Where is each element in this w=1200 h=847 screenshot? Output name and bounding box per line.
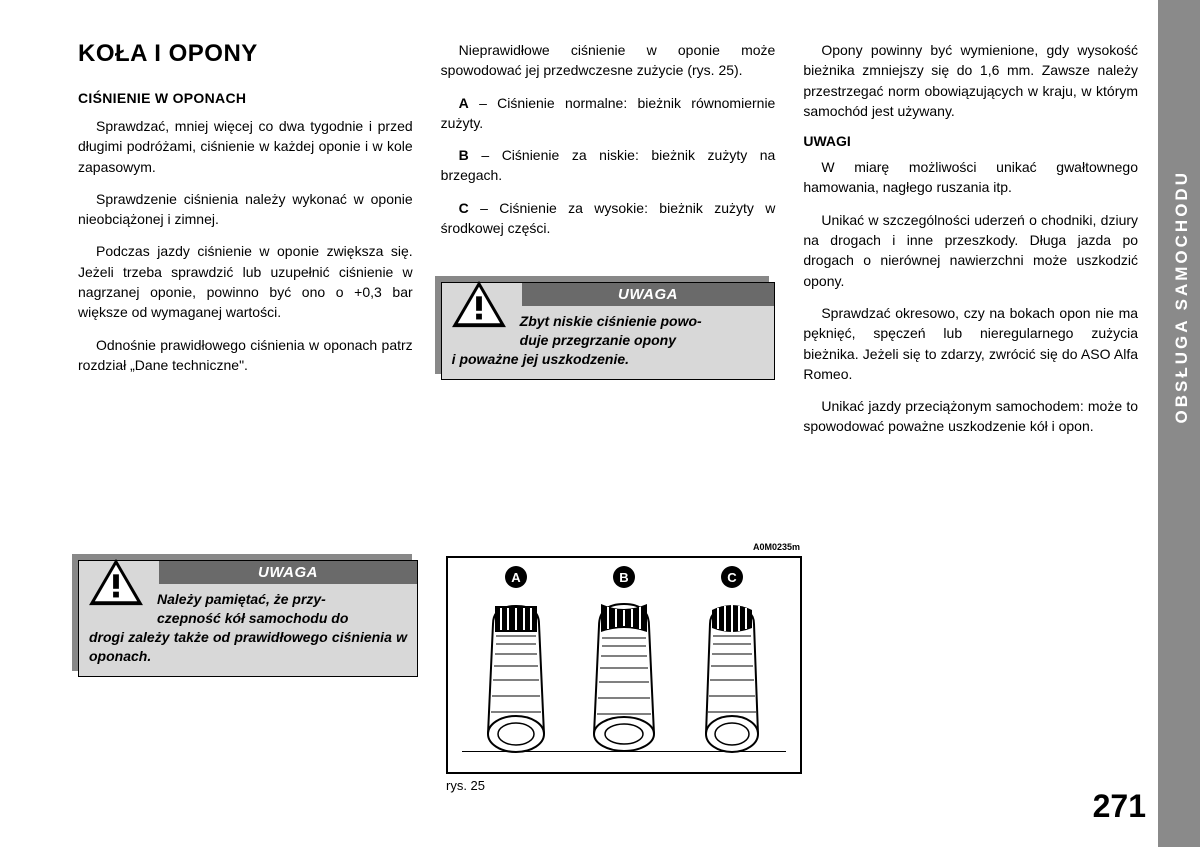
subheading: UWAGI [803, 133, 1138, 149]
body-text: B – Ciśnienie za niskie: bieżnik zużyty … [441, 145, 776, 186]
body-text: Unikać jazdy przeciążonym samochodem: mo… [803, 396, 1138, 437]
tire-c: C [697, 566, 767, 754]
body-text: Sprawdzenie ciśnienia należy wykonać w o… [78, 189, 413, 230]
body-text: Opony powinny być wymienione, gdy wysoko… [803, 40, 1138, 121]
warning-inner: UWAGA Zbyt niskie ciśnienie powo- duje p… [441, 282, 776, 380]
column-3: Opony powinny być wymienione, gdy wysoko… [803, 40, 1138, 449]
tire-b: B [589, 566, 659, 754]
body-text: Podczas jazdy ciśnienie w oponie zwiększ… [78, 241, 413, 322]
section-heading: CIŚNIENIE W OPONACH [78, 90, 413, 106]
figure-25: A0M0235m A B [446, 556, 802, 793]
body-text: C – Ciśnienie za wysokie: bieżnik zużyty… [441, 198, 776, 239]
body-text: Sprawdzać okresowo, czy na bokach opon n… [803, 303, 1138, 384]
sidebar-tab: OBSŁUGA SAMOCHODU [1158, 0, 1200, 847]
body-text: Odnośnie prawidłowego ciśnienia w oponac… [78, 335, 413, 376]
column-2: Nieprawidłowe ciśnienie w oponie może sp… [441, 40, 776, 449]
column-1: KOŁA I OPONY CIŚNIENIE W OPONACH Sprawdz… [78, 40, 413, 449]
body-text: Unikać w szczególności uderzeń o chodnik… [803, 210, 1138, 291]
tire-label-a: A [505, 566, 527, 588]
tire-label-c: C [721, 566, 743, 588]
body-text: Nieprawidłowe ciśnienie w oponie może sp… [441, 40, 776, 81]
warning-title: UWAGA [159, 561, 417, 584]
tire-label-b: B [613, 566, 635, 588]
warning-triangle-icon [87, 557, 145, 609]
content-columns: KOŁA I OPONY CIŚNIENIE W OPONACH Sprawdz… [78, 40, 1138, 449]
figure-code: A0M0235m [753, 542, 800, 552]
body-text: A A – Ciśnienie normalne: bieżnik równom… [441, 93, 776, 134]
label-b: B [459, 147, 469, 163]
sidebar-section-label: OBSŁUGA SAMOCHODU [1172, 170, 1192, 423]
figure-caption: rys. 25 [446, 778, 802, 793]
tire-a: A [481, 566, 551, 754]
warning-title: UWAGA [522, 283, 775, 306]
tire-high-pressure-icon [697, 594, 767, 754]
body-text: Sprawdzać, mniej więcej co dwa tygodnie … [78, 116, 413, 177]
tire-normal-icon [481, 594, 551, 754]
page-title: KOŁA I OPONY [78, 40, 413, 68]
label-c: C [459, 200, 469, 216]
warning-box-1: UWAGA Należy pamiętać, że przy- czepność… [78, 560, 418, 677]
warning-inner: UWAGA Należy pamiętać, że przy- czepność… [78, 560, 418, 677]
label-a: A [459, 95, 469, 111]
tire-low-pressure-icon [589, 594, 659, 754]
body-text: W miarę możliwości unikać gwałtownego ha… [803, 157, 1138, 198]
figure-frame: A B [446, 556, 802, 774]
warning-box-2: UWAGA Zbyt niskie ciśnienie powo- duje p… [441, 282, 776, 380]
page-number: 271 [1093, 788, 1146, 825]
manual-page: OBSŁUGA SAMOCHODU 271 KOŁA I OPONY CIŚNI… [0, 0, 1200, 847]
ground-line [462, 751, 786, 752]
warning-box-wrap: UWAGA Należy pamiętać, że przy- czepność… [78, 560, 418, 677]
warning-triangle-icon [450, 279, 508, 331]
